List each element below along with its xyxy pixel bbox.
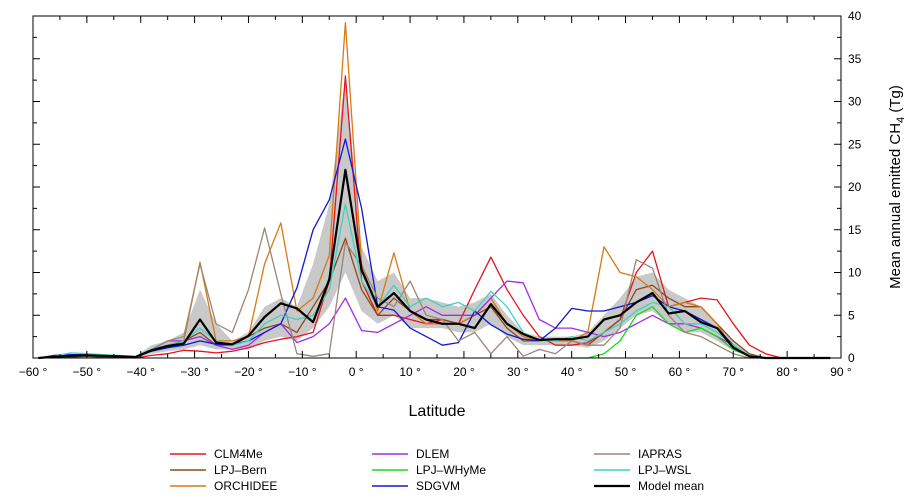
x-tick-label: 0 ° bbox=[349, 365, 364, 379]
model-range-band bbox=[38, 75, 831, 359]
x-tick-label: −50 ° bbox=[73, 365, 102, 379]
legend-label: IAPRAS bbox=[638, 447, 682, 461]
axes: −60 ° −50 ° −40 ° −30 ° −20 ° −10 ° 0 ° 10 ° 20 … bbox=[19, 9, 862, 379]
x-tick-label: 90 ° bbox=[830, 365, 852, 379]
x-tick-label: 80 ° bbox=[776, 365, 798, 379]
x-tick-label: 30 ° bbox=[507, 365, 529, 379]
x-tick-label: 50 ° bbox=[615, 365, 637, 379]
y-tick-label: 15 bbox=[848, 223, 862, 237]
series-line-lpj-whyme bbox=[571, 306, 766, 359]
legend-label: SDGVM bbox=[416, 479, 460, 493]
series-line-model-mean bbox=[38, 168, 831, 360]
y-axis-label-subscript: 4 bbox=[895, 117, 907, 123]
x-tick-label: 70 ° bbox=[723, 365, 745, 379]
x-tick-label: −40 ° bbox=[126, 365, 155, 379]
series-line-sdgvm bbox=[38, 138, 831, 359]
x-tick-label: −10 ° bbox=[288, 365, 317, 379]
x-tick-label: 10 ° bbox=[399, 365, 421, 379]
legend-label: Model mean bbox=[638, 479, 704, 493]
x-tick-label: 20 ° bbox=[453, 365, 475, 379]
y-axis-label: Mean annual emitted CH4 (Tg) bbox=[887, 85, 907, 289]
y-axis-label-main: Mean annual emitted CH bbox=[887, 123, 904, 289]
y-tick-label: 35 bbox=[848, 52, 862, 66]
legend-label: ORCHIDEE bbox=[214, 479, 277, 493]
series-line-dlem bbox=[38, 280, 831, 359]
y-tick-label: 25 bbox=[848, 137, 862, 151]
legend: CLM4Me LPJ–Bern ORCHIDEE DLEM LPJ–WHyMe SDGVM… bbox=[170, 447, 704, 493]
legend-label: CLM4Me bbox=[214, 447, 263, 461]
x-tick-label: 40 ° bbox=[561, 365, 583, 379]
y-tick-label: 10 bbox=[848, 266, 862, 280]
x-tick-label: −20 ° bbox=[234, 365, 263, 379]
legend-label: LPJ–WHyMe bbox=[416, 463, 486, 477]
x-tick-label: −30 ° bbox=[180, 365, 209, 379]
legend-label: LPJ–WSL bbox=[638, 463, 692, 477]
y-tick-label: 30 bbox=[848, 95, 862, 109]
series-line-iapras bbox=[38, 227, 831, 359]
y-tick-label: 5 bbox=[848, 308, 855, 322]
y-tick-label: 20 bbox=[848, 180, 862, 194]
plot-area bbox=[38, 22, 831, 360]
x-axis-label: Latitude bbox=[409, 403, 466, 420]
legend-label: DLEM bbox=[416, 447, 449, 461]
x-tick-label: 60 ° bbox=[669, 365, 691, 379]
legend-label: LPJ–Bern bbox=[214, 463, 267, 477]
y-tick-label: 0 bbox=[848, 351, 855, 365]
series-line-lpj-bern bbox=[38, 237, 831, 359]
y-tick-label: 40 bbox=[848, 9, 862, 23]
x-tick-label: −60 ° bbox=[19, 365, 48, 379]
y-axis-label-unit: (Tg) bbox=[887, 85, 904, 117]
